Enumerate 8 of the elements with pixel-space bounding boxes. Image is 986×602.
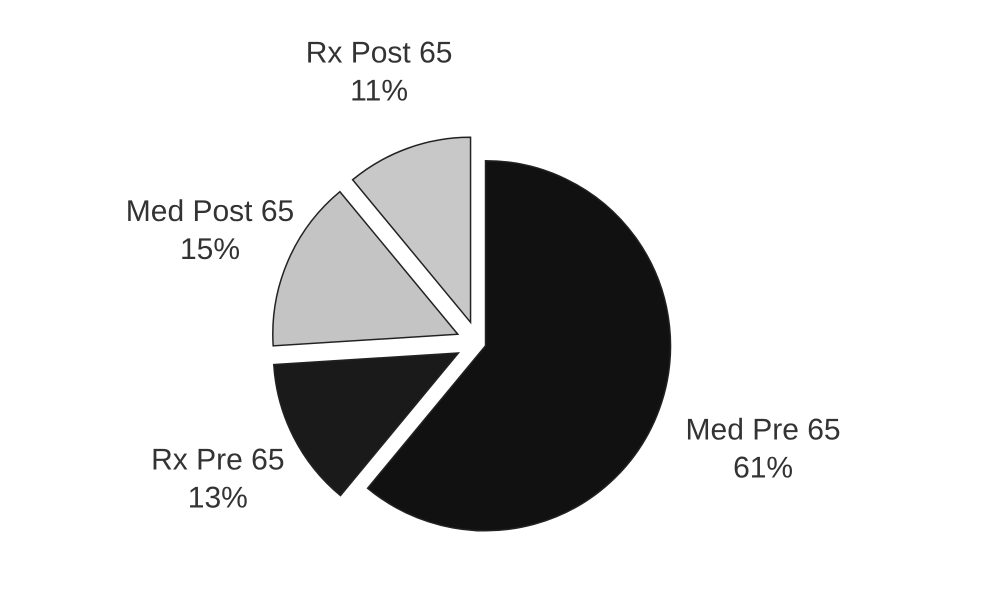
- slice-label: Med Post 65: [126, 195, 294, 228]
- data-label: 61%: [733, 452, 794, 485]
- data-label: 13%: [188, 482, 248, 515]
- slice-label: Rx Pre 65: [151, 444, 285, 477]
- slice-label: Med Pre 65: [686, 414, 841, 447]
- data-label: 15%: [180, 233, 240, 266]
- slice-label: Rx Post 65: [306, 36, 452, 70]
- data-label: 11%: [350, 74, 408, 108]
